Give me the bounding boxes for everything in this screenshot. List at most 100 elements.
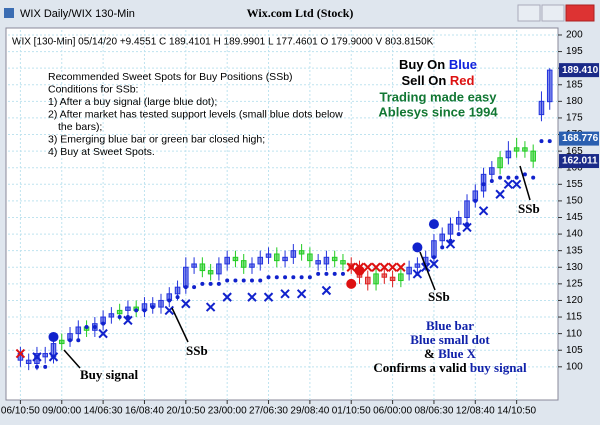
- x-tick-label: 14/06:30: [84, 406, 123, 417]
- annotation: SSb: [428, 289, 450, 304]
- x-tick-label: 27/06:30: [249, 406, 288, 417]
- support-dot: [431, 255, 436, 260]
- x-mark: [164, 305, 174, 316]
- support-dot: [150, 305, 155, 310]
- support-dot: [307, 275, 312, 280]
- support-dot: [522, 172, 527, 177]
- x-tick-label: 16/08:40: [125, 406, 164, 417]
- x-tick-label: 01/10:50: [332, 406, 371, 417]
- support-dot: [498, 175, 503, 180]
- brand-buy: Buy On Blue: [399, 57, 477, 72]
- support-dot: [84, 324, 89, 329]
- y-tick-label: 180: [566, 96, 583, 107]
- support-dot: [76, 338, 81, 343]
- notes: Recommended Sweet Spots for Buy Position…: [48, 71, 343, 158]
- x-mark: [371, 262, 381, 272]
- candle-body: [116, 309, 123, 315]
- signal-dot: [48, 331, 59, 342]
- window-icon: [4, 8, 14, 18]
- legend-blue: buy signal: [470, 360, 527, 375]
- y-tick-label: 200: [566, 30, 583, 41]
- support-dot: [167, 298, 172, 303]
- brand-blue: Blue: [449, 57, 477, 72]
- y-tick-label: 110: [566, 328, 582, 339]
- x-mark: [32, 352, 42, 362]
- support-dot: [225, 278, 230, 283]
- support-dot: [192, 285, 197, 290]
- support-dot: [547, 139, 552, 144]
- x-mark: [445, 239, 456, 249]
- y-tick-label: 125: [566, 278, 583, 289]
- window-title: WIX Daily/WIX 130-Min: [20, 8, 135, 20]
- candle-body: [216, 263, 222, 275]
- x-mark: [346, 262, 356, 272]
- candle-body: [58, 339, 65, 345]
- x-mark: [15, 348, 26, 359]
- note-line: Conditions for SSb:: [48, 83, 138, 95]
- price-label: 162.011: [562, 156, 598, 167]
- x-mark: [222, 292, 232, 302]
- annotation: SSb: [518, 201, 540, 216]
- price-label: 168.776: [562, 133, 599, 144]
- x-mark: [396, 262, 406, 272]
- candle-body: [158, 299, 164, 308]
- candle-body: [315, 260, 321, 265]
- support-dot: [142, 308, 147, 313]
- y-tick-label: 120: [566, 295, 583, 306]
- chart-title: Wix.com Ltd (Stock): [247, 6, 354, 20]
- brand-text: Sell On: [402, 73, 450, 88]
- x-mark: [181, 299, 191, 309]
- support-dot: [183, 285, 188, 290]
- y-tick-label: 185: [566, 79, 583, 90]
- candle-body: [199, 263, 206, 272]
- y-tick-label: 140: [566, 229, 583, 240]
- support-dot: [68, 338, 73, 343]
- note-line: 2) After market has tested support level…: [48, 108, 343, 120]
- candle-body: [257, 256, 264, 265]
- y-tick-label: 150: [566, 196, 583, 207]
- candle-body: [249, 263, 255, 268]
- x-mark: [511, 179, 522, 190]
- maximize-button[interactable]: [541, 4, 565, 22]
- x-mark: [98, 328, 108, 339]
- brand-sell: Sell On Red: [402, 73, 475, 88]
- candle-body: [497, 157, 503, 169]
- y-tick-label: 145: [566, 212, 583, 223]
- candle-body: [232, 256, 239, 262]
- candle-body: [505, 150, 512, 159]
- price-label-box: [559, 63, 599, 78]
- candle-body: [414, 263, 421, 268]
- signal-dot: [428, 219, 439, 230]
- candle-body: [207, 270, 214, 275]
- window-buttons[interactable]: [517, 4, 595, 22]
- support-dot: [274, 275, 279, 280]
- x-mark: [321, 285, 332, 296]
- support-dot: [208, 281, 213, 286]
- candle-body: [530, 150, 536, 162]
- support-dot: [481, 182, 486, 187]
- signal-dot: [346, 278, 357, 289]
- legend-text: Confirms a valid: [373, 360, 469, 375]
- annotation: SSb: [186, 343, 208, 358]
- x-mark: [205, 302, 216, 312]
- y-tick-label: 155: [566, 179, 583, 190]
- brand-line: Trading made easy: [379, 89, 497, 104]
- candle-body: [265, 253, 272, 258]
- minimize-button[interactable]: [517, 4, 541, 22]
- x-tick-label: 20/10:50: [166, 406, 205, 417]
- candle-body: [274, 253, 280, 262]
- note-line: Recommended Sweet Spots for Buy Position…: [48, 71, 293, 83]
- note-line: 3) Emerging blue bar or green bar closed…: [48, 133, 265, 145]
- candle-body: [282, 256, 288, 262]
- x-mark: [412, 269, 423, 279]
- x-tick-label: 29/08:40: [290, 406, 329, 417]
- candle-body: [183, 266, 189, 288]
- brand-red: Red: [450, 73, 475, 88]
- y-tick-label: 135: [566, 245, 583, 256]
- candle-body: [381, 273, 388, 278]
- close-button[interactable]: [565, 4, 595, 22]
- candle-body: [431, 240, 437, 258]
- signal-dot: [354, 265, 365, 276]
- candle-body: [389, 276, 396, 282]
